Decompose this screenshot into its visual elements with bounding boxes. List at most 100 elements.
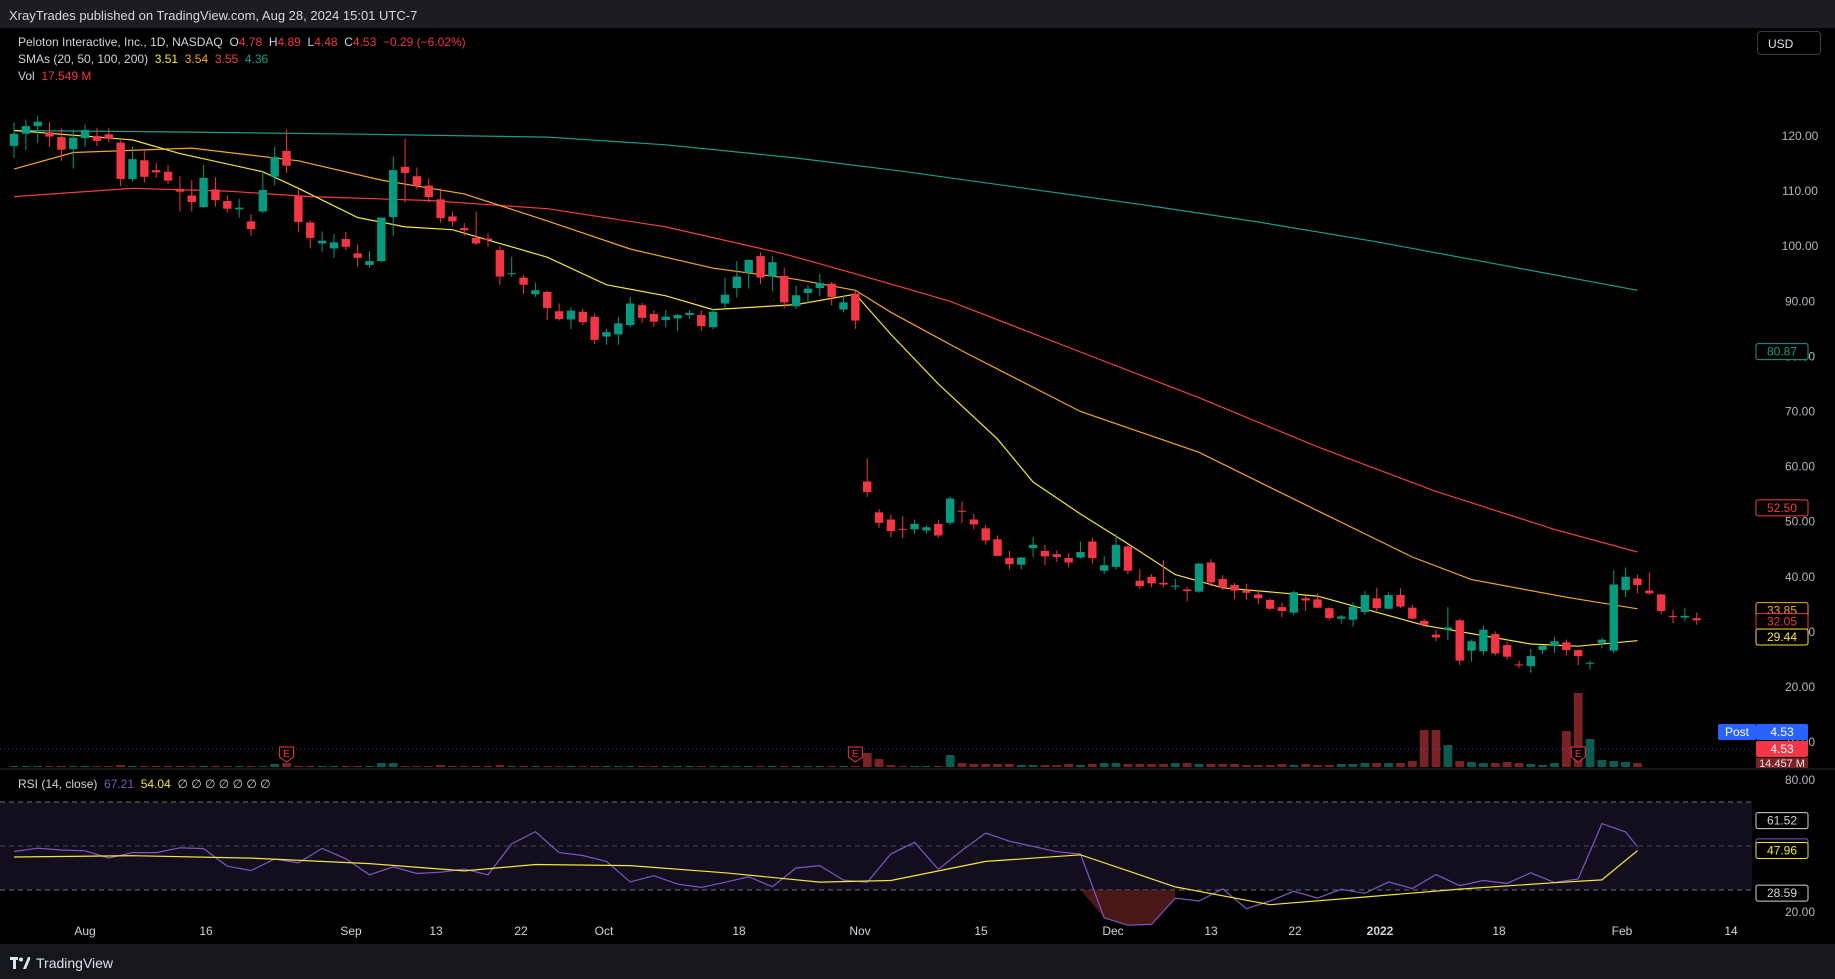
candle-body <box>791 295 801 307</box>
candle-body <box>934 523 943 536</box>
candle-body <box>163 171 173 181</box>
volume-bar <box>850 766 860 767</box>
sma100-value: 3.55 <box>214 52 239 66</box>
high-label: H <box>268 35 278 49</box>
candle-body <box>1147 576 1156 584</box>
price-tick-label: 70.00 <box>1785 405 1815 419</box>
candle-body <box>80 129 90 139</box>
candle-body <box>578 311 587 323</box>
candle-body <box>45 132 54 137</box>
sma-label: SMAs (20, 50, 100, 200) <box>18 52 149 66</box>
candle-body <box>1408 607 1417 619</box>
x-tick-label: 2022 <box>1367 924 1394 938</box>
x-tick-label: 18 <box>1492 924 1506 938</box>
volume-bar <box>1052 765 1062 767</box>
volume-bar <box>400 766 410 767</box>
sma-legend: SMAs (20, 50, 100, 200) 3.51 3.54 3.55 4… <box>18 52 268 66</box>
volume-bar <box>1407 761 1417 767</box>
candle-body <box>294 196 303 222</box>
candle-body <box>945 498 955 523</box>
volume-bar <box>1467 762 1476 767</box>
candle-body <box>744 259 753 273</box>
volume-bar <box>1372 763 1382 767</box>
tradingview-logo[interactable]: TradingView <box>10 955 113 971</box>
candle-body <box>1076 552 1085 558</box>
volume-bar <box>1289 765 1299 767</box>
publisher-bar: XrayTrades published on TradingView.com,… <box>0 0 1835 28</box>
sma100-price-label-box <box>1755 499 1809 517</box>
volume-bar <box>448 766 457 767</box>
volume-bar <box>531 766 540 767</box>
sma100-price-label: 52.50 <box>1767 501 1797 515</box>
volume-bar <box>151 766 161 767</box>
x-tick-label: 13 <box>1204 924 1218 938</box>
x-tick-label: Aug <box>74 924 95 938</box>
volume-bar <box>270 764 280 767</box>
price-tick-label: 110.00 <box>1782 184 1818 198</box>
price-tick-label: 40.00 <box>1785 570 1815 584</box>
price-chart[interactable]: 120.00 110.00 100.00 90.00 80.00 70.00 60.00 50… <box>0 28 1835 946</box>
high-value: 4.89 <box>277 35 301 49</box>
candle-body <box>981 528 990 541</box>
footer-brand: TradingView <box>36 955 114 971</box>
candle-body <box>483 238 493 241</box>
volume-bar <box>898 766 908 767</box>
x-tick-label: Nov <box>849 924 870 938</box>
volume-bar <box>791 766 801 767</box>
candle-body <box>602 332 611 337</box>
volume-bar <box>128 766 137 767</box>
candle-body <box>270 156 279 177</box>
candle-body <box>1325 608 1334 619</box>
volume-bar <box>471 766 481 767</box>
volume-bar <box>886 765 896 767</box>
candle-body <box>187 195 196 203</box>
volume-bar <box>602 766 611 767</box>
volume-bar <box>1277 764 1287 767</box>
volume-bar <box>1194 764 1204 767</box>
rsi-tick-label: 80.00 <box>1785 773 1815 787</box>
volume-bar <box>1123 764 1133 767</box>
volume-bar <box>1502 762 1512 767</box>
sma20-price-label: 29.44 <box>1767 630 1797 644</box>
candle-body <box>874 512 884 523</box>
candle-body <box>57 137 66 150</box>
rsi-tick-label: 20.00 <box>1785 905 1815 919</box>
candle-body <box>1609 584 1618 651</box>
candle-body <box>116 142 125 179</box>
volume-bar <box>104 766 114 767</box>
volume-bar <box>862 753 872 767</box>
volume-bar <box>317 766 327 767</box>
candle-body <box>460 228 469 231</box>
sma200-price-label-box <box>1755 343 1809 361</box>
volume-bar <box>329 766 339 767</box>
volume-bar <box>1170 763 1180 767</box>
candle-body <box>1313 599 1322 608</box>
volume-value-label: 14.457 M <box>1759 758 1805 770</box>
rsi-ma-label-box <box>1755 841 1809 859</box>
candle-body <box>1621 576 1630 591</box>
volume-bar <box>1479 763 1488 767</box>
candle-body <box>306 222 315 238</box>
candle-body <box>412 176 422 186</box>
volume-bar <box>910 766 919 767</box>
volume-bar <box>1253 765 1263 767</box>
chart-area[interactable]: 120.00 110.00 100.00 90.00 80.00 70.00 60.00 50… <box>0 28 1835 946</box>
volume-bar <box>412 766 422 767</box>
volume-bar <box>222 766 232 767</box>
candle-body <box>1218 579 1227 588</box>
rsi-ma-line <box>13 850 1638 906</box>
candle-body <box>1656 594 1666 611</box>
volume-bar <box>1147 764 1156 767</box>
sma20-line <box>13 129 1638 647</box>
candle-body <box>1111 544 1121 567</box>
candle-body <box>673 315 682 319</box>
candle-body <box>258 189 268 212</box>
volume-bar <box>187 766 197 767</box>
volume-bar <box>21 766 31 767</box>
candle-body <box>1005 558 1014 565</box>
candle-body <box>1206 562 1216 583</box>
candle-body <box>9 133 19 146</box>
currency-button[interactable]: USD <box>1757 31 1821 55</box>
candle-body <box>377 217 386 262</box>
candle-body <box>1467 641 1476 651</box>
